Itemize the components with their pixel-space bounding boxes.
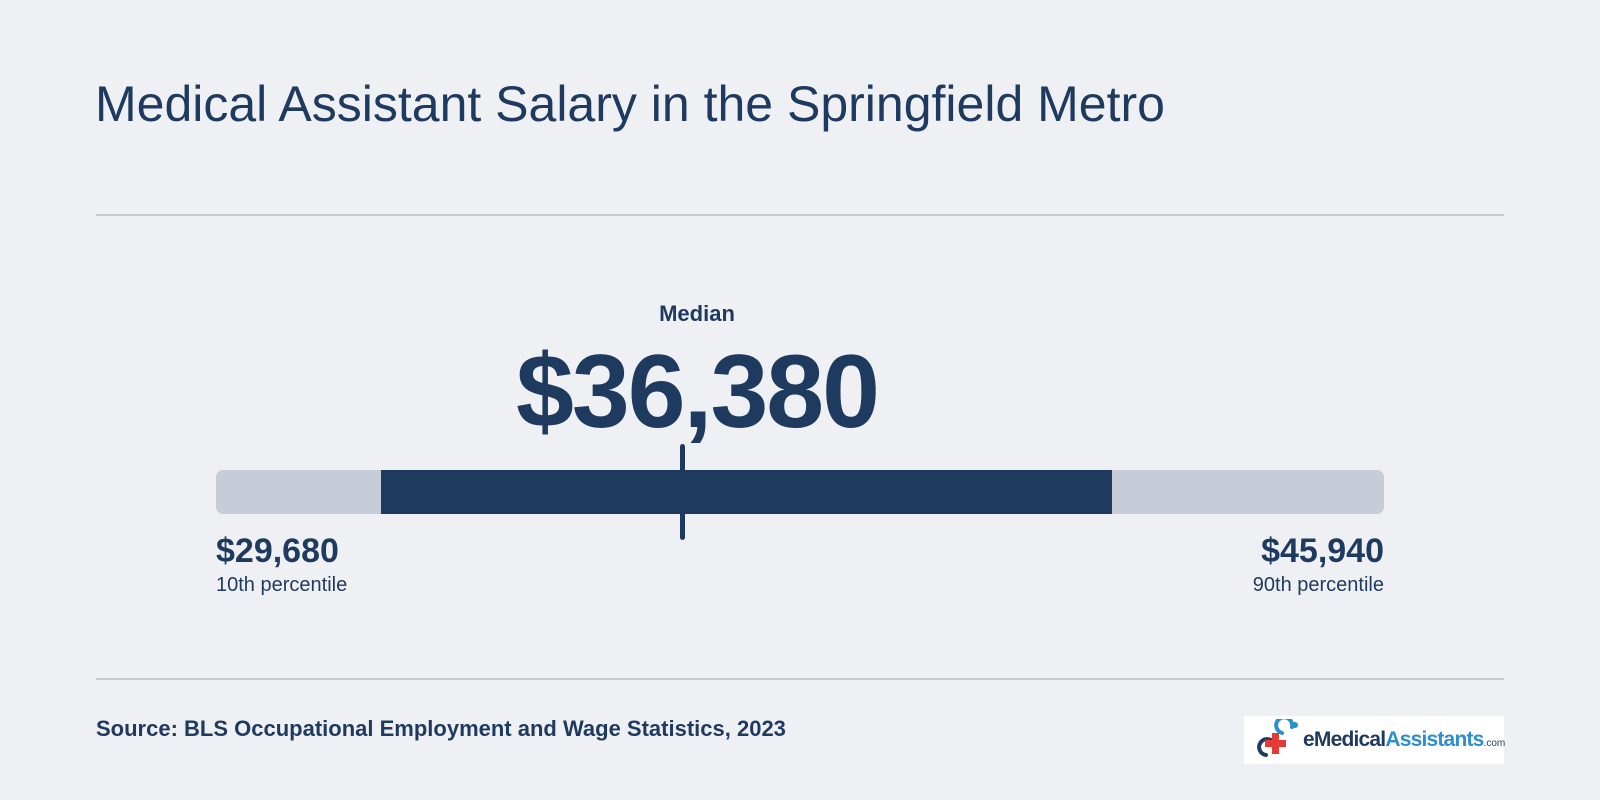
- p90-label: 90th percentile: [1252, 574, 1384, 596]
- p90-value: $45,940: [1261, 532, 1384, 570]
- p10-p90-range-bar: [381, 470, 1112, 514]
- top-divider: [96, 214, 1504, 216]
- p10-value: $29,680: [216, 532, 339, 570]
- brand-logo[interactable]: eMedicalAssistants.com: [1244, 716, 1506, 764]
- p90-block: $45,940 90th percentile: [1253, 530, 1384, 598]
- median-marker: [680, 444, 686, 540]
- median-value: $36,380: [516, 334, 880, 450]
- p10-block: $29,680 10th percentile: [216, 530, 347, 598]
- chart-title: Medical Assistant Salary in the Springfi…: [95, 76, 1165, 132]
- logo-wordmark: eMedicalAssistants.com: [1303, 728, 1506, 751]
- source-note: Source: BLS Occupational Employment and …: [96, 716, 786, 741]
- medical-cross-logo-icon: [1257, 719, 1298, 757]
- median-block: Median $36,380: [516, 300, 880, 450]
- bottom-divider: [96, 678, 1504, 680]
- median-label: Median: [659, 301, 735, 326]
- p10-label: 10th percentile: [216, 574, 348, 596]
- salary-range-track: [216, 444, 1384, 540]
